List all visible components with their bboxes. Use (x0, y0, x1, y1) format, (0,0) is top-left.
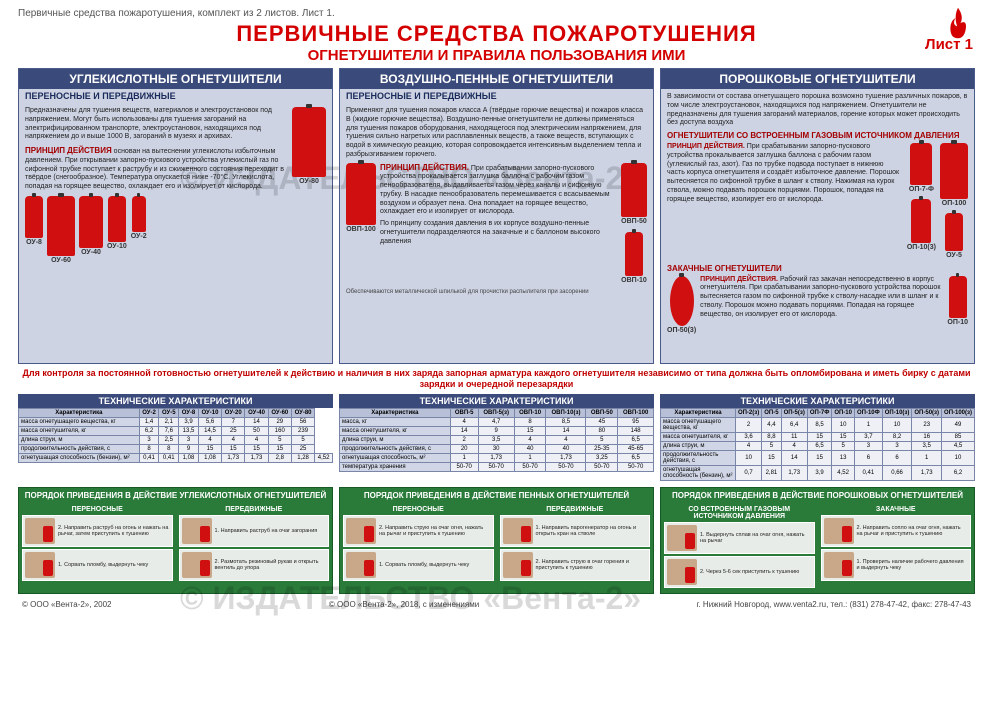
ext-op10-3: ОП-10(3) (907, 199, 936, 253)
proc-foam: ПОРЯДОК ПРИВЕДЕНИЯ В ДЕЙСТВИЕ ПЕННЫХ ОГН… (339, 487, 654, 594)
spec-table-powder: ХарактеристикаОП-2(з)ОП-5ОП-5(з)ОП-7ФОП-… (660, 408, 975, 481)
title-sub: ОГНЕТУШИТЕЛИ И ПРАВИЛА ПОЛЬЗОВАНИЯ ИМИ (18, 47, 975, 64)
footer-right: г. Нижний Новгород, www.venta2.ru, тел.:… (697, 600, 971, 609)
ext-ou10: ОУ-10 (107, 196, 127, 266)
foam-header: ВОЗДУШНО-ПЕННЫЕ ОГНЕТУШИТЕЛИ (340, 69, 653, 89)
co2-models: ОУ-8 ОУ-60 ОУ-40 ОУ-10 ОУ-2 (25, 196, 326, 266)
ext-op7f: ОП-7-Ф (907, 143, 936, 195)
foam-principle: При срабатывании запорно-пускового устро… (380, 165, 610, 216)
footer-left: © ООО «Вента-2», 2002 (22, 600, 112, 609)
flame-logo (945, 6, 971, 40)
table-powder-title: ТЕХНИЧЕСКИЕ ХАРАКТЕРИСТИКИ (660, 394, 975, 408)
table-foam: ТЕХНИЧЕСКИЕ ХАРАКТЕРИСТИКИ Характеристик… (339, 394, 654, 481)
foam-body: Применяют для тушения пожаров класса А (… (340, 103, 653, 363)
proc-powder: ПОРЯДОК ПРИВЕДЕНИЯ В ДЕЙСТВИЕ ПОРОШКОВЫХ… (660, 487, 975, 594)
powder-gas-sub: ПРИНЦИП ДЕЙСТВИЯ. (667, 143, 745, 150)
ext-op10: ОП-10 (947, 276, 968, 336)
co2-body: Предназначены для тушения веществ, матер… (19, 103, 332, 363)
proc-powder-title: ПОРЯДОК ПРИВЕДЕНИЯ В ДЕЙСТВИЕ ПОРОШКОВЫХ… (661, 488, 974, 503)
footer-mid: © ООО «Вента-2», 2018, с изменениями (329, 600, 479, 609)
powder-intro: В зависимости от состава огнетушащего по… (667, 93, 968, 128)
col-co2: УГЛЕКИСЛОТНЫЕ ОГНЕТУШИТЕЛИ ПЕРЕНОСНЫЕ И … (18, 68, 333, 364)
table-foam-title: ТЕХНИЧЕСКИЕ ХАРАКТЕРИСТИКИ (339, 394, 654, 408)
table-co2: ТЕХНИЧЕСКИЕ ХАРАКТЕРИСТИКИ Характеристик… (18, 394, 333, 481)
ext-ou2: ОУ-2 (131, 196, 147, 266)
tables-row: ТЕХНИЧЕСКИЕ ХАРАКТЕРИСТИКИ Характеристик… (18, 394, 975, 481)
footer: © ООО «Вента-2», 2002 © ООО «Вента-2», 2… (18, 600, 975, 609)
powder-zak-sub: ПРИНЦИП ДЕЙСТВИЯ. (700, 276, 778, 283)
co2-intro: Предназначены для тушения веществ, матер… (25, 107, 288, 142)
powder-zak-hd: ЗАКАЧНЫЕ ОГНЕТУШИТЕЛИ (667, 264, 968, 274)
co2-header: УГЛЕКИСЛОТНЫЕ ОГНЕТУШИТЕЛИ (19, 69, 332, 89)
col-foam: ВОЗДУШНО-ПЕННЫЕ ОГНЕТУШИТЕЛИ ПЕРЕНОСНЫЕ … (339, 68, 654, 364)
ext-ou60: ОУ-60 (47, 196, 75, 266)
co2-principle-hd: ПРИНЦИП ДЕЙСТВИЯ (25, 146, 112, 155)
foam-principle-hd: ПРИНЦИП ДЕЙСТВИЯ. (380, 163, 469, 172)
ext-ovp10: ОВП-10 (621, 232, 647, 286)
foam-sub: ПЕРЕНОСНЫЕ И ПЕРЕДВИЖНЫЕ (340, 89, 653, 103)
spec-table-foam: ХарактеристикаОВП-5ОВП-5(з)ОВП-10ОВП-10(… (339, 408, 654, 472)
powder-gas-txt: При срабатывании запорно-пускового устро… (667, 143, 899, 203)
co2-sub: ПЕРЕНОСНЫЕ И ПЕРЕДВИЖНЫЕ (19, 89, 332, 103)
table-powder: ТЕХНИЧЕСКИЕ ХАРАКТЕРИСТИКИ Характеристик… (660, 394, 975, 481)
ext-ou8: ОУ-8 (25, 196, 43, 266)
title-main: ПЕРВИЧНЫЕ СРЕДСТВА ПОЖАРОТУШЕНИЯ (18, 21, 975, 47)
foam-note2: Обеспечиваются металлической шпилькой дл… (346, 289, 647, 297)
powder-body: В зависимости от состава огнетушащего по… (661, 89, 974, 349)
powder-header: ПОРОШКОВЫЕ ОГНЕТУШИТЕЛИ (661, 69, 974, 89)
col-powder: ПОРОШКОВЫЕ ОГНЕТУШИТЕЛИ В зависимости от… (660, 68, 975, 364)
proc-co2: ПОРЯДОК ПРИВЕДЕНИЯ В ДЕЙСТВИЕ УГЛЕКИСЛОТ… (18, 487, 333, 594)
procedures-row: ПОРЯДОК ПРИВЕДЕНИЯ В ДЕЙСТВИЕ УГЛЕКИСЛОТ… (18, 487, 975, 594)
sheet-label: Лист 1 (925, 36, 973, 53)
topbar-text: Первичные средства пожаротушения, компле… (18, 8, 975, 19)
proc-co2-title: ПОРЯДОК ПРИВЕДЕНИЯ В ДЕЙСТВИЕ УГЛЕКИСЛОТ… (19, 488, 332, 503)
spec-table-co2: ХарактеристикаОУ-2ОУ-5ОУ-8ОУ-10ОУ-20ОУ-4… (18, 408, 333, 463)
columns-row: УГЛЕКИСЛОТНЫЕ ОГНЕТУШИТЕЛИ ПЕРЕНОСНЫЕ И … (18, 68, 975, 364)
ext-ovp100: ОВП-100 (346, 163, 376, 287)
poster-page: Первичные средства пожаротушения, компле… (0, 0, 993, 617)
ext-ou80: ОУ-80 (292, 107, 326, 192)
ext-op50-3: ОП-50(3) (667, 276, 696, 336)
ext-ou40: ОУ-40 (79, 196, 103, 266)
ext-op100: ОП-100 (940, 143, 968, 209)
ext-ou5: ОУ-5 (940, 213, 968, 261)
foam-intro: Применяют для тушения пожаров класса А (… (346, 107, 647, 160)
control-note: Для контроля за постоянной готовностью о… (18, 368, 975, 390)
table-co2-title: ТЕХНИЧЕСКИЕ ХАРАКТЕРИСТИКИ (18, 394, 333, 408)
proc-foam-title: ПОРЯДОК ПРИВЕДЕНИЯ В ДЕЙСТВИЕ ПЕННЫХ ОГН… (340, 488, 653, 503)
foam-note: По принципу создания давления в их корпу… (380, 220, 617, 246)
ext-ovp50: ОВП-50 (621, 163, 647, 227)
